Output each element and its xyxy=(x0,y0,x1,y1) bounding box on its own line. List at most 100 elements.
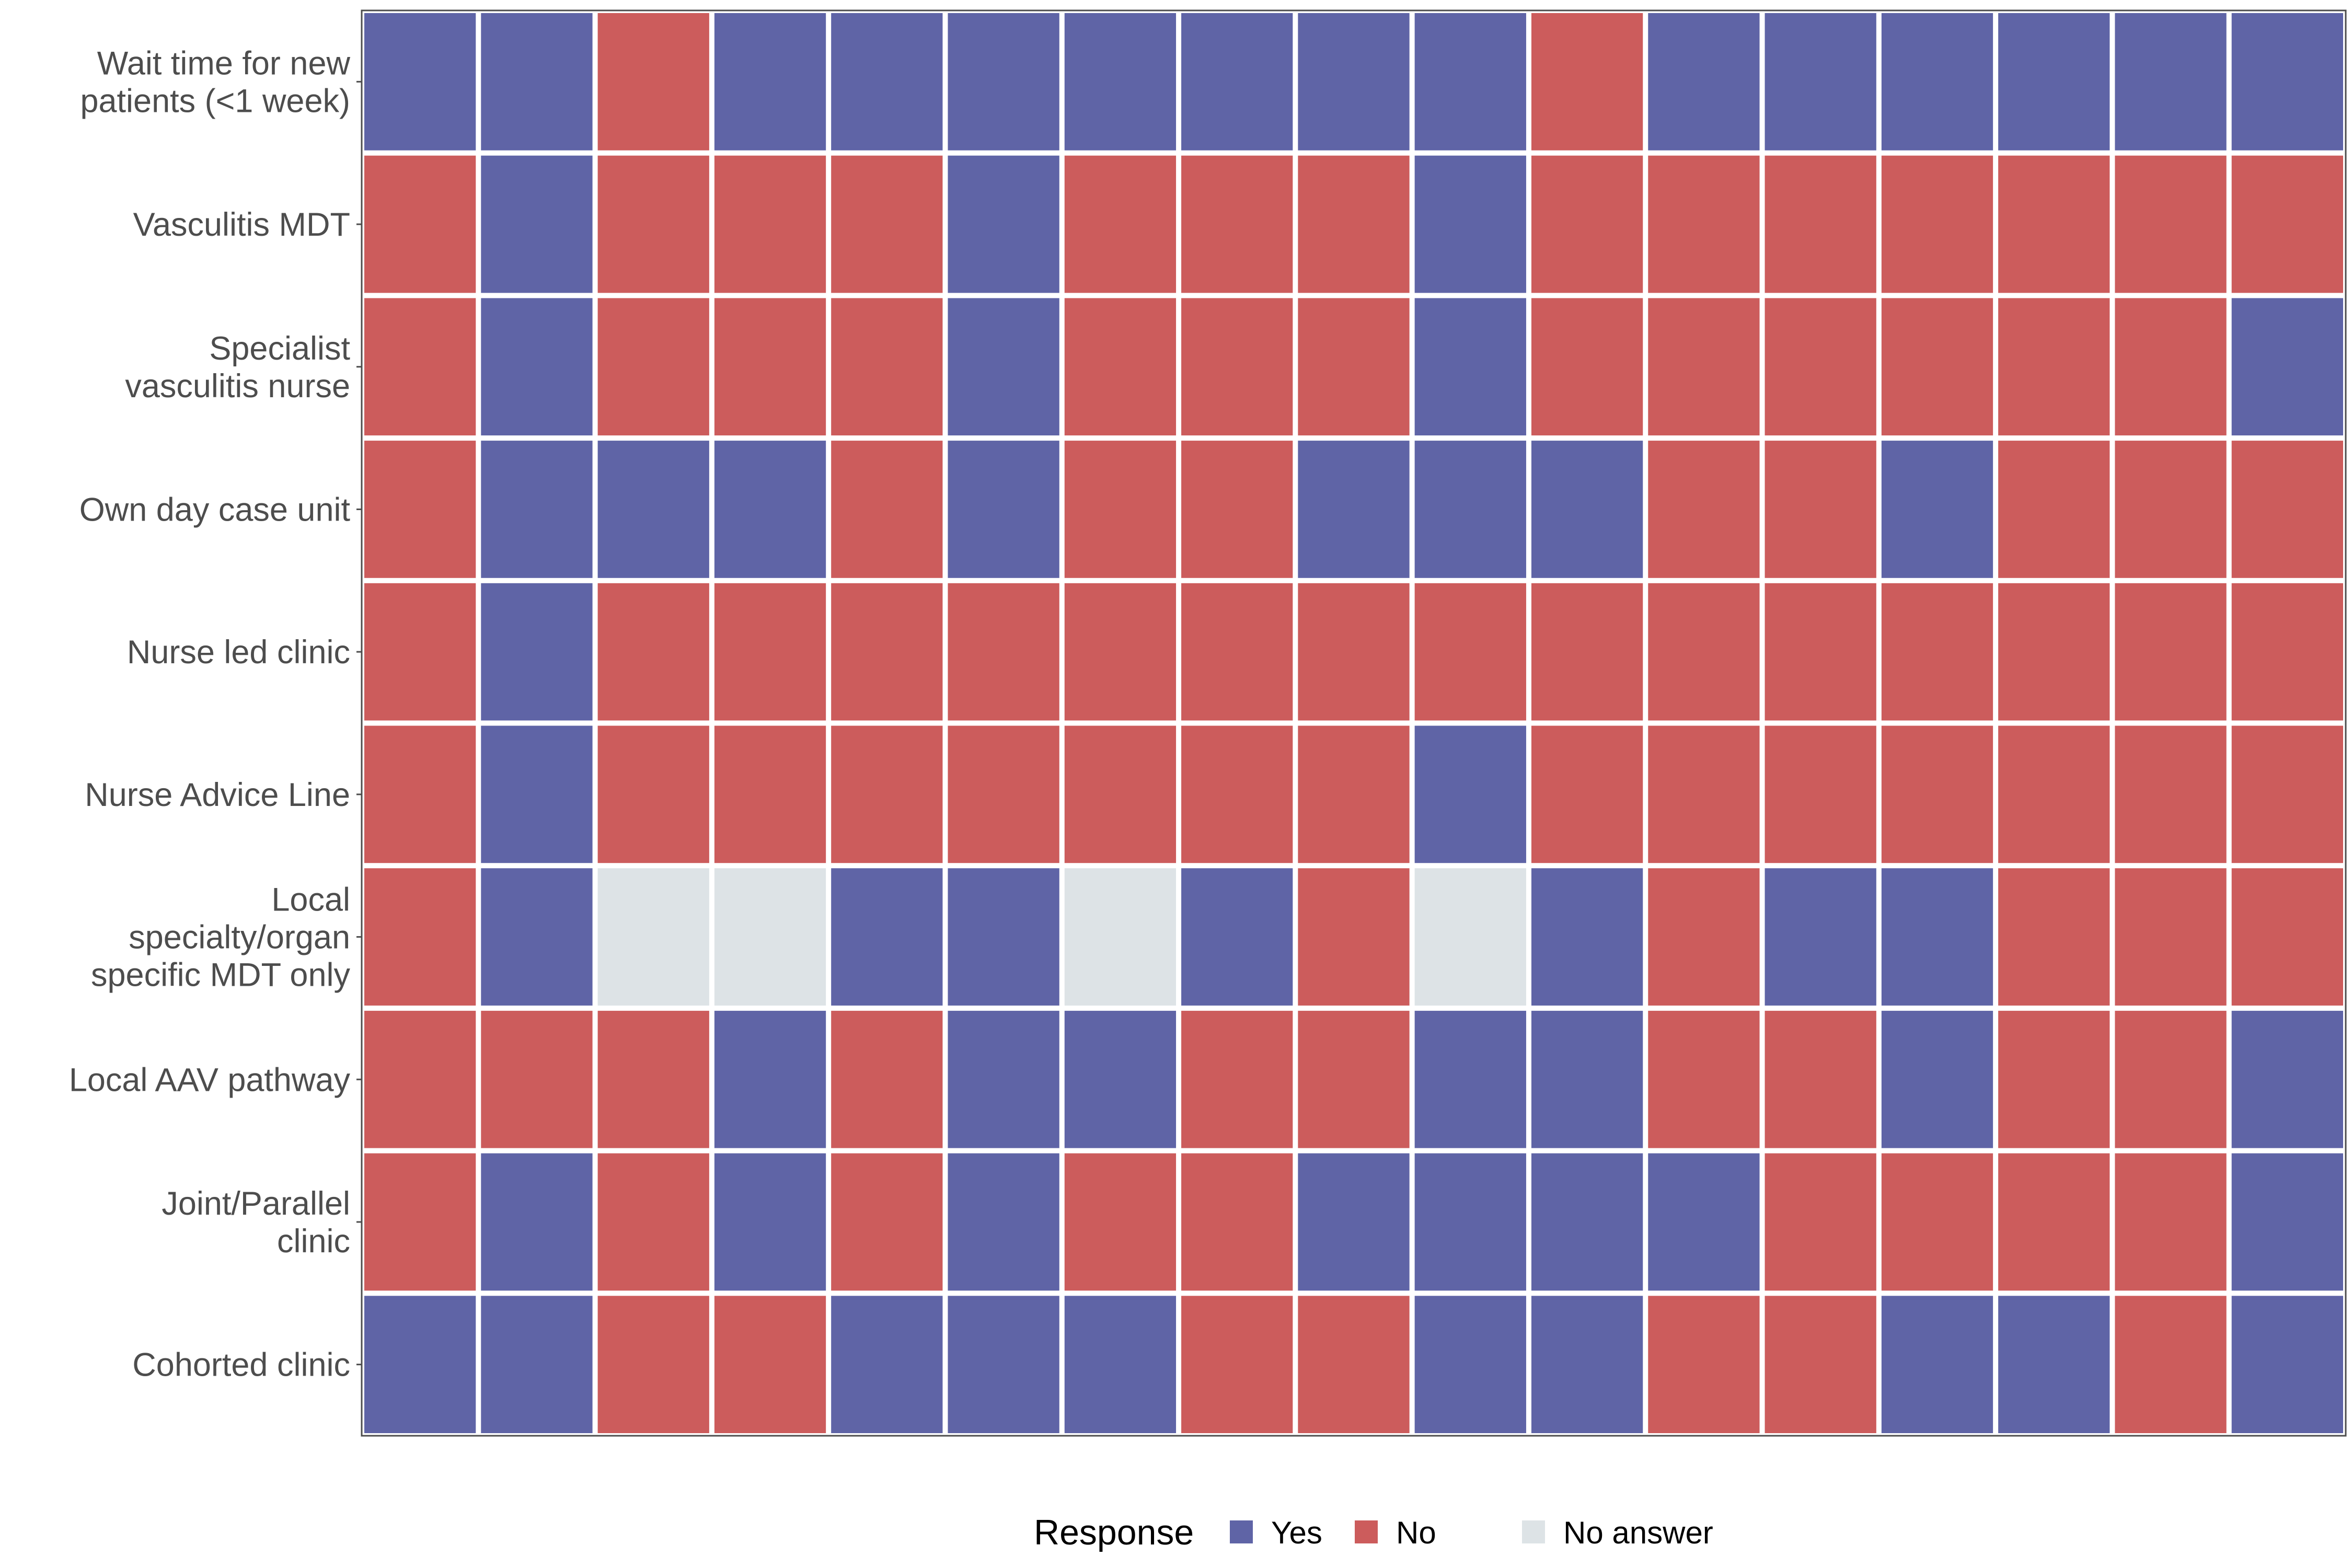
heatmap-cell xyxy=(1881,298,1993,436)
heatmap-cell xyxy=(2115,583,2227,721)
heatmap-cell xyxy=(1881,1153,1993,1291)
heatmap-cell xyxy=(1181,441,1293,578)
heatmap-cell xyxy=(1181,725,1293,863)
heatmap-cell xyxy=(597,1296,709,1433)
heatmap-cell xyxy=(1531,583,1643,721)
heatmap-cell xyxy=(1881,583,1993,721)
legend-label-yes: Yes xyxy=(1271,1515,1322,1550)
heatmap-cell xyxy=(481,1153,593,1291)
heatmap-cell xyxy=(1064,441,1177,578)
heatmap-cell xyxy=(1064,298,1177,436)
heatmap-cell xyxy=(1998,868,2110,1006)
heatmap-cell xyxy=(1765,868,1876,1006)
heatmap-cell xyxy=(714,1153,826,1291)
heatmap-cell xyxy=(1298,725,1410,863)
heatmap-cell xyxy=(831,868,943,1006)
heatmap-cell xyxy=(1414,1010,1526,1148)
legend-key-yes xyxy=(1230,1520,1253,1543)
y-tick-label: Own day case unit xyxy=(79,491,351,528)
heatmap-cell xyxy=(1765,725,1876,863)
heatmap-cell xyxy=(1648,441,1760,578)
heatmap-cell xyxy=(1064,13,1177,151)
heatmap-cell xyxy=(714,1010,826,1148)
heatmap-cell xyxy=(481,441,593,578)
heatmap-cell xyxy=(1998,1296,2110,1433)
heatmap-cell xyxy=(1531,725,1643,863)
y-tick-label: Local AAV pathway xyxy=(69,1062,351,1098)
heatmap-cell xyxy=(1181,868,1293,1006)
heatmap-cell xyxy=(714,868,826,1006)
heatmap-cell xyxy=(714,298,826,436)
heatmap-cell xyxy=(1881,1296,1993,1433)
heatmap-cell xyxy=(1064,1296,1177,1433)
heatmap-cell xyxy=(1414,1296,1526,1433)
heatmap-cell xyxy=(1648,298,1760,436)
heatmap-cell xyxy=(831,1010,943,1148)
heatmap-cell xyxy=(2115,441,2227,578)
y-tick-label: Wait time for new patients (<1 week) xyxy=(80,45,350,119)
heatmap-cell xyxy=(2115,725,2227,863)
heatmap-cell xyxy=(1181,1296,1293,1433)
heatmap-cell xyxy=(948,1010,1059,1148)
heatmap-cell xyxy=(1648,868,1760,1006)
heatmap-cell xyxy=(1181,583,1293,721)
heatmap-cell xyxy=(2231,155,2343,293)
heatmap-cell xyxy=(481,1010,593,1148)
heatmap-cell xyxy=(481,583,593,721)
heatmap-cell xyxy=(1765,155,1876,293)
y-tick-label: Vasculitis MDT xyxy=(133,206,350,243)
heatmap-cell xyxy=(1531,1010,1643,1148)
heatmap-cell xyxy=(1414,13,1526,151)
heatmap-cell xyxy=(831,298,943,436)
heatmap-cell xyxy=(1414,155,1526,293)
heatmap-cell xyxy=(597,298,709,436)
heatmap-cell xyxy=(714,13,826,151)
heatmap-cell xyxy=(1998,1010,2110,1148)
heatmap-cell xyxy=(948,298,1059,436)
y-tick-label: Nurse led clinic xyxy=(127,634,350,671)
heatmap-cell xyxy=(2231,1010,2343,1148)
heatmap-cell xyxy=(1881,155,1993,293)
heatmap-cell xyxy=(2231,1296,2343,1433)
heatmap-cell xyxy=(948,583,1059,721)
heatmap-cell xyxy=(831,155,943,293)
heatmap-cell xyxy=(1414,441,1526,578)
heatmap-cell xyxy=(597,13,709,151)
heatmap-cell xyxy=(2115,868,2227,1006)
heatmap-cell xyxy=(2231,1153,2343,1291)
heatmap-cell xyxy=(1998,725,2110,863)
heatmap-cell xyxy=(1181,298,1293,436)
heatmap-cell xyxy=(481,13,593,151)
heatmap-cell xyxy=(1064,725,1177,863)
heatmap-cell xyxy=(1298,868,1410,1006)
heatmap-cell xyxy=(364,1010,476,1148)
heatmap-cell xyxy=(364,868,476,1006)
heatmap-cell xyxy=(1298,441,1410,578)
heatmap-cell xyxy=(1998,13,2110,151)
heatmap-cell xyxy=(597,725,709,863)
heatmap-cell xyxy=(481,1296,593,1433)
heatmap-cell xyxy=(831,13,943,151)
heatmap-cell xyxy=(597,868,709,1006)
heatmap-cell xyxy=(1298,1010,1410,1148)
heatmap-cell xyxy=(1531,868,1643,1006)
heatmap-cell xyxy=(2231,868,2343,1006)
heatmap-cell xyxy=(1765,1296,1876,1433)
heatmap-cell xyxy=(364,441,476,578)
heatmap-cell xyxy=(1298,1153,1410,1291)
heatmap-cell xyxy=(1881,725,1993,863)
heatmap-cell xyxy=(1765,1010,1876,1148)
heatmap-cell xyxy=(831,1296,943,1433)
heatmap-cell xyxy=(1881,441,1993,578)
heatmap-cell xyxy=(481,725,593,863)
heatmap-cell xyxy=(948,868,1059,1006)
heatmap-cell xyxy=(2115,13,2227,151)
heatmap-cell xyxy=(1414,725,1526,863)
heatmap-cell xyxy=(597,1153,709,1291)
legend-label-no: No xyxy=(1396,1515,1436,1550)
y-tick-label: Nurse Advice Line xyxy=(85,777,350,813)
heatmap-cell xyxy=(714,1296,826,1433)
heatmap-cell xyxy=(831,725,943,863)
